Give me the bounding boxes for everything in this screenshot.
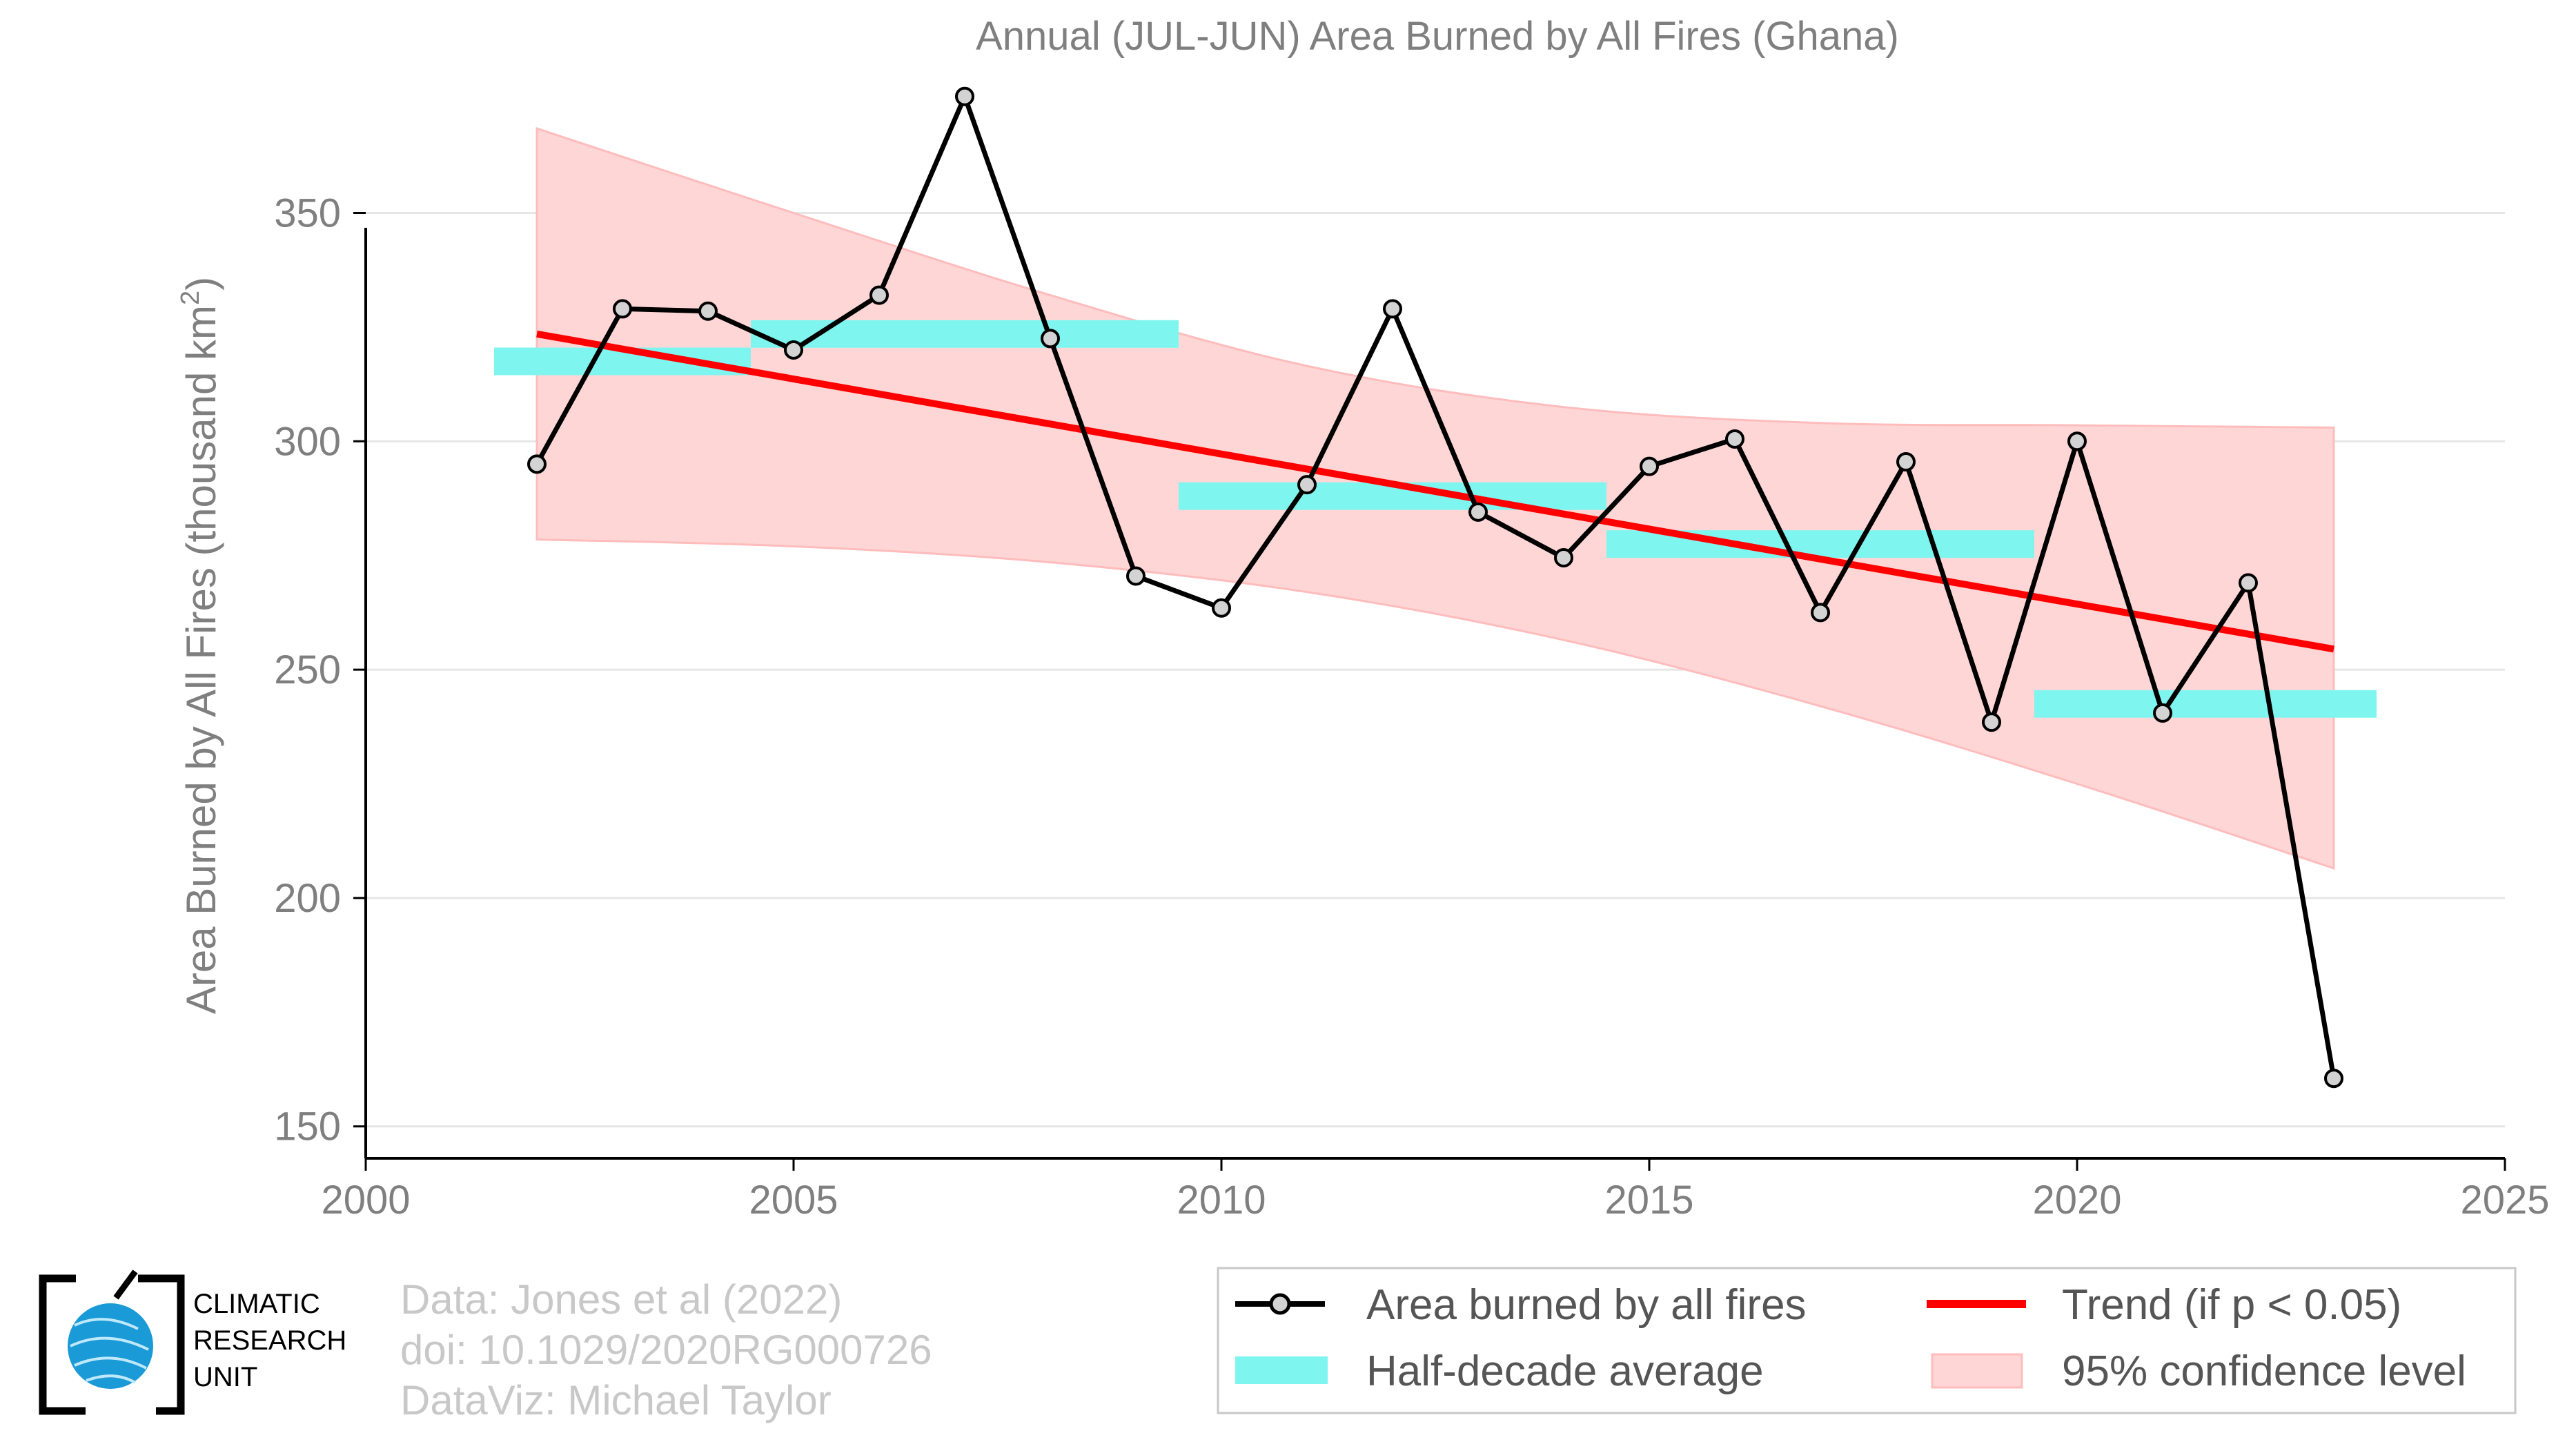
logo-bracket-right	[138, 1274, 185, 1415]
globe-swirl	[70, 1318, 149, 1384]
credit-dataviz: DataViz: Michael Taylor	[400, 1377, 832, 1423]
data-point	[2239, 573, 2258, 593]
series-layer	[527, 86, 2343, 1089]
legend-label-average: Half-decade average	[1366, 1347, 1764, 1395]
legend-label-trend: Trend (if p < 0.05)	[2062, 1281, 2401, 1329]
data-point	[527, 454, 547, 474]
data-point	[613, 299, 632, 319]
axes	[353, 211, 2506, 1171]
x-tick-label: 2005	[749, 1178, 838, 1223]
data-point	[1041, 329, 1060, 349]
data-point	[1126, 566, 1146, 586]
y-axis-label: Area Burned by All Fires (thousand km2)	[176, 277, 224, 1014]
logo-text-climatic: CLIMATIC	[193, 1289, 320, 1319]
legend-average-swatch	[1235, 1356, 1328, 1384]
chart-title: Annual (JUL-JUN) Area Burned by All Fire…	[976, 14, 1899, 59]
legend-confidence-swatch	[1931, 1353, 2023, 1389]
legend-label-series: Area burned by all fires	[1366, 1281, 1807, 1329]
y-tick-label: 350	[274, 191, 341, 235]
tick-labels: 150 200 250 300 350 2000 2005 2010 2015 2020 2025	[274, 191, 2549, 1223]
logo-bracket-left	[39, 1274, 86, 1415]
trend-line	[536, 330, 2334, 653]
half-decade-average-layer	[494, 320, 2377, 718]
y-tick-label: 200	[274, 876, 341, 921]
data-point	[1468, 502, 1488, 522]
data-point	[1896, 452, 1916, 472]
data-point	[869, 285, 889, 305]
data-point	[1811, 603, 1830, 623]
x-tick-label: 2000	[321, 1178, 410, 1223]
data-point	[1725, 429, 1744, 449]
legend: Area burned by all fires Trend (if p < 0…	[1217, 1267, 2517, 1414]
data-point	[698, 301, 718, 321]
logo-text-unit: UNIT	[193, 1362, 257, 1392]
x-tick-label: 2025	[2460, 1178, 2549, 1223]
data-point	[1554, 547, 1573, 567]
series-line	[534, 94, 2337, 1079]
data-point	[955, 86, 974, 106]
data-point	[2324, 1069, 2343, 1089]
y-tick-label: 300	[274, 419, 341, 464]
y-tick-label: 150	[274, 1104, 341, 1149]
x-tick-label: 2015	[1604, 1178, 1693, 1223]
data-point	[1982, 712, 2001, 732]
data-point	[2067, 431, 2087, 451]
data-point	[1383, 299, 1402, 319]
data-point	[1212, 598, 1231, 618]
data-point	[1640, 456, 1659, 476]
data-point	[1297, 475, 1317, 495]
y-tick-label: 250	[274, 647, 341, 692]
logo-slash	[113, 1269, 138, 1300]
logo-text-research: RESEARCH	[193, 1325, 346, 1356]
half-decade-bar	[2034, 690, 2377, 718]
x-tick-label: 2010	[1177, 1178, 1266, 1223]
credit-data-source: Data: Jones et al (2022)	[400, 1276, 842, 1323]
legend-label-confidence: 95% confidence level	[2062, 1347, 2466, 1395]
trend-layer	[536, 330, 2334, 653]
data-point	[2153, 703, 2172, 723]
x-tick-label: 2020	[2032, 1178, 2121, 1223]
cru-logo: CLIMATIC RESEARCH UNIT	[39, 1269, 346, 1415]
credit-doi: doi: 10.1029/2020RG000726	[400, 1327, 932, 1373]
legend-marker-swatch	[1269, 1293, 1291, 1315]
data-point	[784, 340, 803, 360]
legend-frame	[1217, 1267, 2517, 1414]
